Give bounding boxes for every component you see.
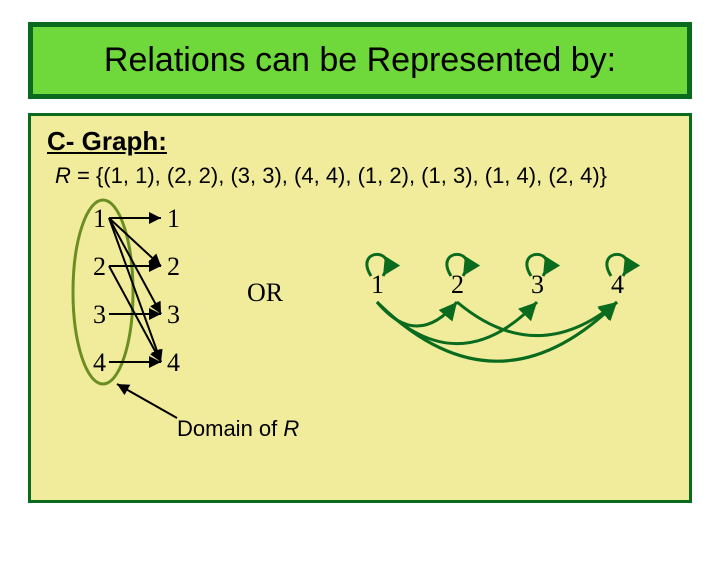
section-label: C- Graph: xyxy=(47,126,673,157)
bipartite-left-label: 4 xyxy=(93,348,106,378)
digraph-node-label: 4 xyxy=(611,270,624,300)
domain-label-var: R xyxy=(283,416,299,441)
digraph-node-label: 2 xyxy=(451,270,464,300)
domain-label-prefix: Domain of xyxy=(177,416,283,441)
relation-definition: R = {(1, 1), (2, 2), (3, 3), (4, 4), (1,… xyxy=(55,163,673,189)
domain-label: Domain of R xyxy=(177,416,299,442)
digraph-node-label: 3 xyxy=(531,270,544,300)
title-box: Relations can be Represented by: xyxy=(28,22,692,99)
bipartite-left-label: 3 xyxy=(93,300,106,330)
bipartite-right-label: 2 xyxy=(167,252,180,282)
bipartite-left-label: 1 xyxy=(93,204,106,234)
content-box: C- Graph: R = {(1, 1), (2, 2), (3, 3), (… xyxy=(28,113,692,503)
bipartite-left-label: 2 xyxy=(93,252,106,282)
bipartite-right-label: 1 xyxy=(167,204,180,234)
digraph-node-label: 1 xyxy=(371,270,384,300)
diagram-area: OR Domain of R 1 1 2 2 3 3 4 4 1 2 3 4 xyxy=(47,206,679,466)
bipartite-right-label: 4 xyxy=(167,348,180,378)
bipartite-right-label: 3 xyxy=(167,300,180,330)
page-title: Relations can be Represented by: xyxy=(104,41,616,79)
diagram-svg xyxy=(47,206,679,466)
or-label: OR xyxy=(247,278,283,308)
